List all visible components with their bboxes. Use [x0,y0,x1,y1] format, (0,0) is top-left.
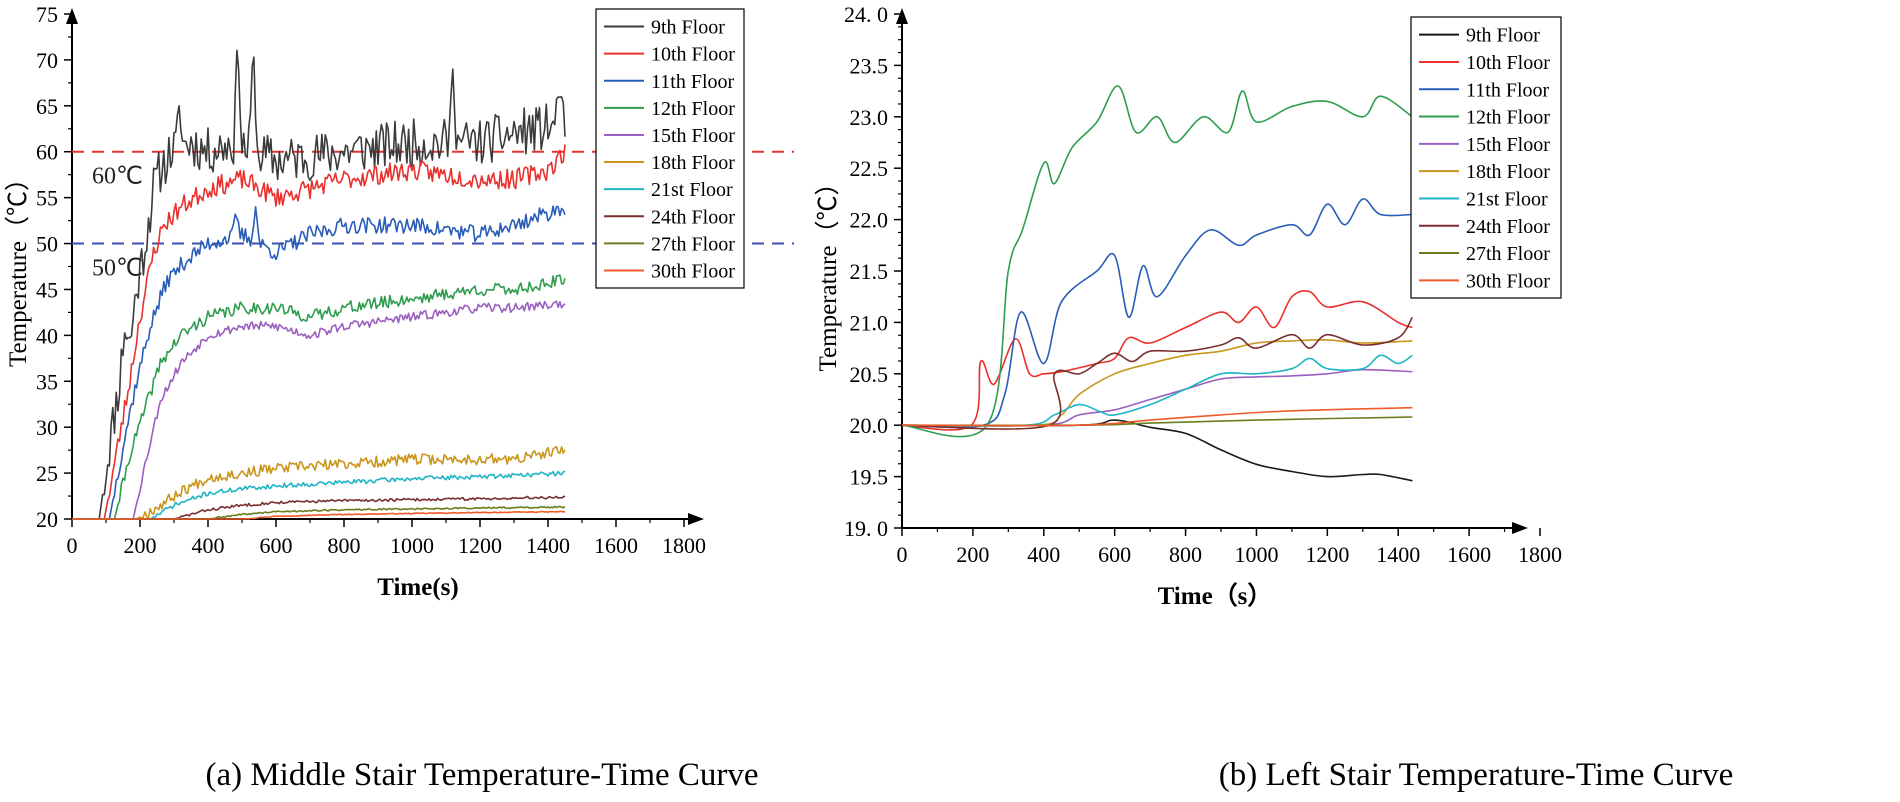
x-tick-label: 1800 [1518,542,1562,567]
chart-middle-stair: 0 200 400 600 800 1000 1200 1400 1600 1800 20 25 30 3… [4,2,794,601]
legend-box [595,8,745,289]
y-axis-label: Temperature（℃） [814,171,842,372]
y-tick-label: 70 [36,48,58,73]
y-tick-label: 23.5 [850,53,889,78]
series-line-10 [72,510,566,520]
legend-label: 18th Floor [1466,161,1550,183]
y-tick-label: 20.5 [850,362,889,387]
legend-label: 12th Floor [651,98,735,120]
x-tick-label: 0 [897,542,908,567]
series-line-8 [901,316,1414,430]
reference-line-label: 50℃ [92,256,143,282]
series-line-4 [72,274,566,520]
series-line-2 [72,144,566,520]
y-tick-label: 21.5 [850,259,889,284]
legend-label: 24th Floor [651,206,735,228]
y-tick-label: 35 [36,369,58,394]
x-tick-label: 1600 [1447,542,1491,567]
x-tick-label: 1000 [1234,542,1278,567]
legend-label: 30th Floor [1466,270,1550,292]
series-line-5 [72,300,566,520]
legend-label: 11th Floor [651,71,734,93]
series-line-3 [72,205,566,520]
y-axis-arrow [896,8,908,24]
y-tick-label: 40 [36,323,58,348]
y-tick-label: 45 [36,277,58,302]
series-line-3 [901,198,1413,429]
legend-label: 15th Floor [1466,134,1550,156]
series-line-1 [72,49,566,520]
x-axis-arrow [1512,522,1528,534]
x-tick-label: 1600 [594,533,638,558]
legend-label: 9th Floor [1466,25,1540,47]
x-tick-label: 400 [192,533,225,558]
y-tick-label: 75 [36,2,58,27]
legend-label: 21st Floor [1466,188,1548,210]
y-tick-label: 55 [36,186,58,211]
x-tick-label: 600 [260,533,293,558]
series-line-6 [72,445,566,520]
y-tick-label: 30 [36,415,58,440]
legend-label: 10th Floor [1466,52,1550,74]
x-tick-label: 1400 [1376,542,1420,567]
x-axis-label: Time(s) [377,574,458,601]
y-tick-label: 21.0 [850,310,889,335]
y-tick-label: 22.0 [850,208,889,233]
y-axis-arrow [66,8,78,24]
legend-label: 27th Floor [1466,243,1550,265]
y-axis-label: Temperature（℃） [4,166,32,367]
legend-label: 18th Floor [651,152,735,174]
legend-label: 12th Floor [1466,107,1550,129]
legend-label: 10th Floor [651,44,735,66]
y-tick-label: 20.0 [850,413,889,438]
caption-b: (b) Left Stair Temperature-Time Curve [1219,757,1734,793]
series-line-4 [901,85,1413,438]
x-tick-label: 200 [124,533,157,558]
y-tick-label: 65 [36,94,58,119]
x-tick-label: 400 [1027,542,1060,567]
x-tick-label: 1400 [526,533,570,558]
series-line-7 [72,470,566,520]
x-axis-arrow [688,513,704,525]
legend-box [1410,16,1562,299]
x-tick-label: 0 [67,533,78,558]
x-tick-label: 1800 [662,533,706,558]
legend-label: 21st Floor [651,179,733,201]
series-line-9 [901,416,1413,427]
y-tick-label: 19. 0 [844,516,888,541]
x-tick-label: 200 [956,542,989,567]
x-tick-label: 800 [328,533,361,558]
y-tick-label: 19.5 [850,465,889,490]
x-tick-label: 1200 [458,533,502,558]
legend: 9th Floor 10th Floor 11th Floor 12th Floor 1… [595,8,745,289]
y-tick-label: 50 [36,232,58,257]
y-tick-label: 22.5 [850,156,889,181]
legend-label: 30th Floor [651,260,735,282]
series-line-6 [901,339,1413,427]
y-tick-label: 20 [36,507,58,532]
caption-a: (a) Middle Stair Temperature-Time Curve [205,757,758,793]
legend-label: 9th Floor [651,17,725,39]
legend: 9th Floor 10th Floor 11th Floor 12th Floor 1… [1410,16,1562,299]
legend-label: 11th Floor [1466,79,1549,101]
series-line-10 [901,406,1413,427]
legend-label: 15th Floor [651,125,735,147]
x-tick-label: 800 [1169,542,1202,567]
y-tick-label: 25 [36,461,58,486]
x-tick-label: 1200 [1305,542,1349,567]
reference-line-label: 60℃ [92,164,143,190]
y-tick-label: 23.0 [850,105,889,130]
x-tick-label: 1000 [390,533,434,558]
x-tick-label: 600 [1098,542,1131,567]
chart-left-stair: 0 200 400 600 800 1000 1200 1400 1600 1800 19. 0 19… [814,2,1562,610]
series-line-5 [901,368,1413,427]
series-line-7 [901,354,1413,427]
x-axis-label: Time（s） [1158,581,1273,610]
legend-label: 27th Floor [651,233,735,255]
y-tick-label: 60 [36,140,58,165]
legend-label: 24th Floor [1466,216,1550,238]
y-tick-label: 24. 0 [844,2,888,27]
series-line-2 [901,289,1413,431]
